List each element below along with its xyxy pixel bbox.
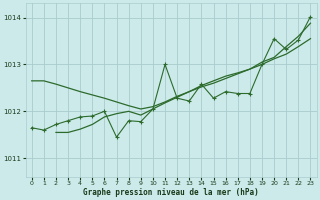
X-axis label: Graphe pression niveau de la mer (hPa): Graphe pression niveau de la mer (hPa): [83, 188, 259, 197]
